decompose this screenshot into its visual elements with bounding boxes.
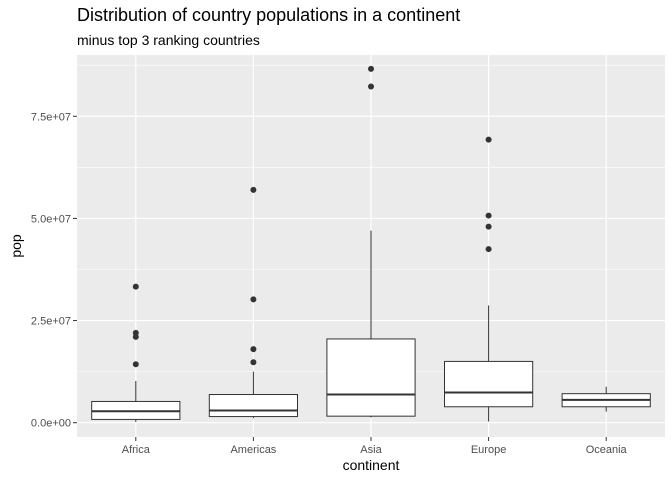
y-tick-label: 7.5e+07 xyxy=(31,111,71,123)
outlier-point xyxy=(485,212,492,219)
outlier-point xyxy=(368,83,374,90)
outlier-point xyxy=(485,223,492,230)
x-tick-label: Americas xyxy=(230,444,276,456)
outlier-point xyxy=(250,186,257,193)
x-tick-label: Asia xyxy=(360,444,382,456)
box-asia xyxy=(326,65,416,418)
outlier-point xyxy=(250,296,257,303)
box-iqr xyxy=(444,360,534,408)
chart-title: Distribution of country populations in a… xyxy=(77,5,461,25)
box-oceania xyxy=(561,386,651,412)
x-tick-label: Oceania xyxy=(586,444,628,456)
x-axis-title: continent xyxy=(343,457,400,473)
y-axis-title: pop xyxy=(8,234,24,258)
box-africa xyxy=(91,283,181,422)
box-iqr xyxy=(208,394,298,418)
y-tick-label: 0.0e+00 xyxy=(31,418,71,430)
outlier-point xyxy=(485,246,492,253)
outlier-point xyxy=(485,136,492,143)
x-tick-label: Africa xyxy=(122,444,151,456)
x-tick-label: Europe xyxy=(471,444,506,456)
box-iqr xyxy=(326,338,416,417)
outlier-point xyxy=(132,361,139,368)
outlier-point xyxy=(132,283,139,290)
chart-subtitle: minus top 3 ranking countries xyxy=(77,32,260,48)
y-tick-label: 5.0e+07 xyxy=(31,213,71,225)
box-europe xyxy=(444,136,534,422)
y-tick-label: 2.5e+07 xyxy=(31,316,71,328)
outlier-point xyxy=(250,346,257,353)
box-americas xyxy=(208,186,298,419)
outlier-point xyxy=(132,329,139,336)
outlier-point xyxy=(250,359,257,366)
outlier-point xyxy=(368,65,374,72)
